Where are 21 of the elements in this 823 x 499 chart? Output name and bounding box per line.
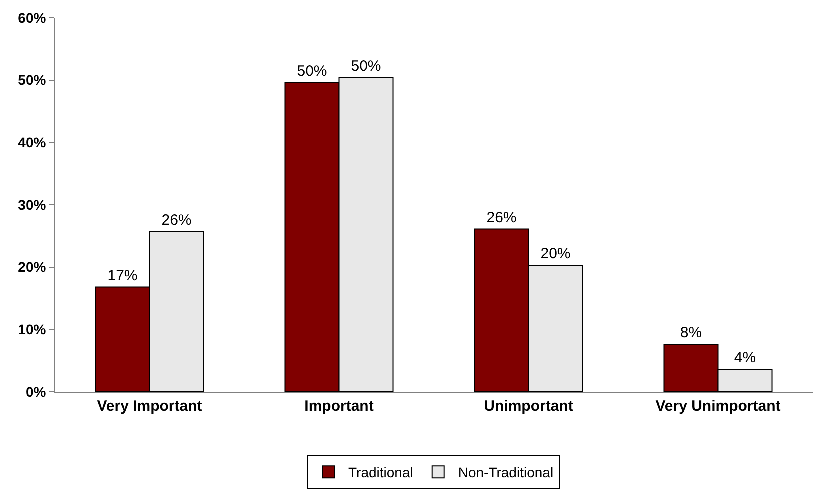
- y-tick-label: 20%: [18, 259, 47, 276]
- data-label: 26%: [162, 212, 192, 229]
- y-tick-label: 10%: [18, 322, 47, 338]
- data-label: 50%: [297, 62, 328, 80]
- y-tick-label: 0%: [26, 384, 47, 400]
- y-tick-label: 60%: [18, 10, 47, 26]
- legend-label: Non-Traditional: [458, 464, 554, 481]
- x-tick-label: Important: [304, 398, 374, 415]
- data-label: 8%: [680, 324, 702, 342]
- y-tick-label: 40%: [18, 134, 47, 151]
- data-label: 4%: [734, 350, 756, 367]
- data-label: 17%: [108, 267, 138, 284]
- data-label: 50%: [351, 58, 382, 75]
- y-tick-label: 50%: [18, 72, 47, 88]
- x-tick-label: Very Unimportant: [656, 398, 781, 415]
- data-label: 20%: [540, 245, 571, 262]
- x-tick-label: Unimportant: [484, 398, 574, 415]
- legend-label: Traditional: [348, 464, 414, 481]
- x-tick-label: Very Important: [97, 398, 202, 415]
- data-label: 26%: [486, 209, 517, 226]
- y-tick-label: 30%: [18, 196, 47, 213]
